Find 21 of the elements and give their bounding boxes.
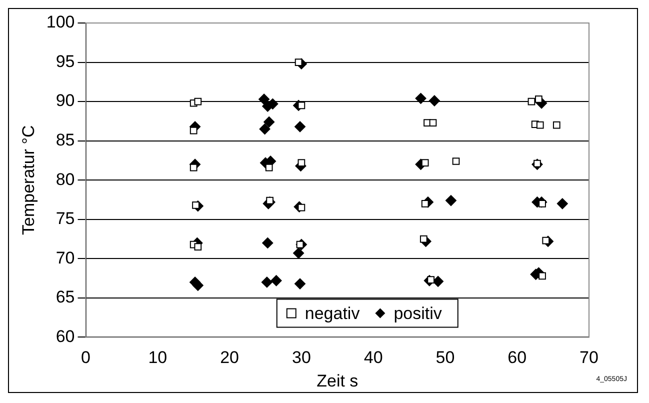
x-tick-label: 60 <box>508 348 527 368</box>
y-tick-label: 80 <box>56 170 75 189</box>
y-tick-label: 65 <box>56 288 75 307</box>
x-tick-label: 20 <box>220 348 240 368</box>
x-tick-label: 10 <box>148 348 168 368</box>
y-tick-label: 60 <box>56 326 75 346</box>
y-axis-title: Temperatur °C <box>18 125 38 235</box>
y-tick-label: 90 <box>56 91 75 110</box>
y-tick-label: 85 <box>56 130 75 150</box>
x-tick-label: 40 <box>364 348 383 368</box>
y-tick-label: 95 <box>56 52 75 71</box>
x-tick-label: 70 <box>580 348 598 368</box>
legend-label: positiv <box>394 304 442 323</box>
x-tick-label: 50 <box>436 348 455 368</box>
x-tick-label: 30 <box>292 348 311 368</box>
y-tick-label: 100 <box>46 12 75 32</box>
y-tick-label: 75 <box>56 209 75 228</box>
legend-label: negativ <box>304 304 360 323</box>
x-axis-title: Zeit s <box>316 371 358 390</box>
x-tick-label: 0 <box>81 348 90 368</box>
y-tick-label: 70 <box>56 248 75 268</box>
